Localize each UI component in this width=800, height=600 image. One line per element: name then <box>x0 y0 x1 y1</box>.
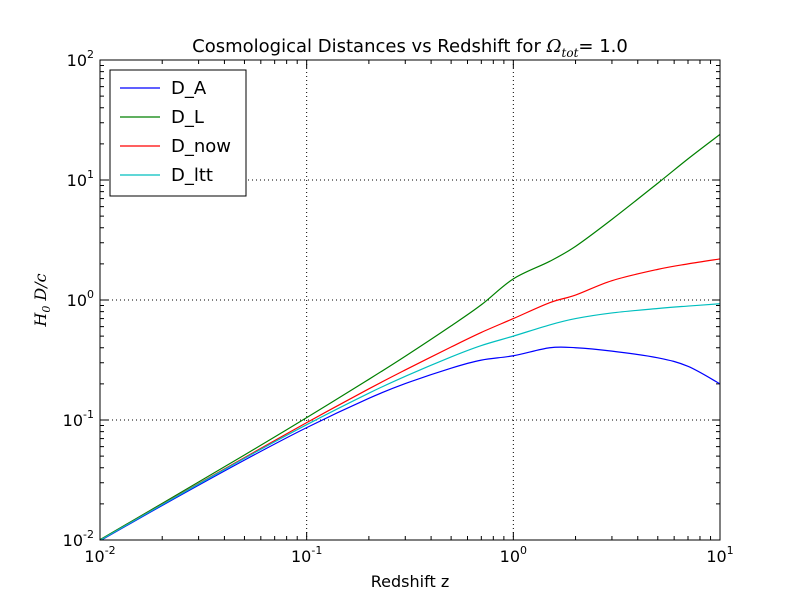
legend-label: D_A <box>171 78 207 99</box>
y-tick-base: 10 <box>63 411 83 430</box>
y-tick-base: 10 <box>67 291 87 310</box>
x-tick-base: 10 <box>706 547 726 566</box>
chart-title-suffix: = 1.0 <box>578 36 627 57</box>
x-tick-base: 10 <box>500 547 520 566</box>
x-tick-exp: -1 <box>311 544 322 557</box>
x-tick-exp: -2 <box>105 544 116 557</box>
x-tick-label: 100 <box>500 544 527 566</box>
chart-title-subscript: tot <box>562 46 579 60</box>
legend-label: D_now <box>171 136 231 157</box>
minor-ticks <box>100 60 720 540</box>
series-line-d-l <box>100 133 720 540</box>
y-tick-base: 10 <box>67 51 87 70</box>
grid-layer <box>100 60 720 540</box>
legend-label: D_L <box>171 107 204 128</box>
legend-label: D_ltt <box>171 165 213 186</box>
series-line-d-ltt <box>100 303 720 540</box>
y-tick-label: 102 <box>67 48 94 70</box>
y-axis-label-rest: D/c <box>31 273 50 305</box>
y-tick-exp: -2 <box>83 528 94 541</box>
y-axis-label-h: H <box>31 312 50 328</box>
y-tick-exp: 0 <box>87 288 94 301</box>
chart-title: Cosmological Distances vs Redshift for Ω… <box>192 36 628 60</box>
series-line-d-now <box>100 258 720 540</box>
x-tick-labels: 10-2 10-1 100 101 <box>84 544 733 566</box>
y-tick-label: 101 <box>67 168 94 190</box>
x-tick-exp: 1 <box>727 544 734 557</box>
series-layer <box>100 133 720 540</box>
y-tick-exp: 1 <box>87 168 94 181</box>
y-tick-label: 10-2 <box>63 528 94 550</box>
y-axis-label: H0 D/c <box>31 273 53 327</box>
legend: D_A D_L D_now D_ltt <box>109 69 247 197</box>
x-tick-base: 10 <box>291 547 311 566</box>
y-tick-exp: -1 <box>83 408 94 421</box>
x-axis-label: Redshift z <box>371 572 449 591</box>
x-tick-label: 10-2 <box>84 544 115 566</box>
y-tick-label: 100 <box>67 288 94 310</box>
x-tick-label: 101 <box>706 544 733 566</box>
y-tick-base: 10 <box>63 531 83 550</box>
x-tick-exp: 0 <box>520 544 527 557</box>
x-tick-base: 10 <box>84 547 104 566</box>
plot-frame <box>99 59 721 541</box>
y-axis-label-sub: 0 <box>40 306 53 313</box>
chart-title-prefix: Cosmological Distances vs Redshift for <box>192 36 546 57</box>
y-tick-exp: 2 <box>87 48 94 61</box>
chart-title-symbol: Ω <box>546 36 562 57</box>
y-tick-base: 10 <box>67 171 87 190</box>
y-tick-label: 10-1 <box>63 408 94 430</box>
x-tick-label: 10-1 <box>291 544 322 566</box>
series-line-d-a <box>100 346 720 540</box>
